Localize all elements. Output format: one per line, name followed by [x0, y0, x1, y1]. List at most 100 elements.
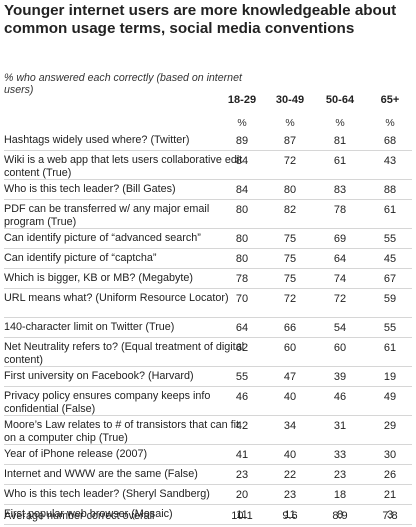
cell-value: 49	[383, 391, 397, 403]
row-label: Year of iPhone release (2007)	[4, 448, 148, 460]
cell-value: 72	[283, 293, 297, 305]
cell-value: 43	[383, 155, 397, 167]
table-row: Moore’s Law relates to # of transistors …	[4, 415, 412, 445]
column-unit-1: %	[237, 117, 247, 129]
cell-value: 22	[283, 469, 297, 481]
average-value: 7.8	[382, 510, 398, 522]
cell-value: 60	[283, 342, 297, 354]
cell-value: 40	[283, 449, 297, 461]
cell-value: 80	[235, 233, 249, 245]
row-label: Hashtags widely used where? (Twitter)	[4, 134, 190, 146]
table-row: Year of iPhone release (2007) 41 40 33 30	[4, 444, 412, 465]
average-value: 10.1	[231, 510, 253, 522]
table-row: Who is this tech leader? (Sheryl Sandber…	[4, 484, 412, 505]
cell-value: 60	[333, 342, 347, 354]
cell-value: 78	[333, 204, 347, 216]
table-row: PDF can be transferred w/ any major emai…	[4, 199, 412, 229]
cell-value: 18	[333, 489, 347, 501]
cell-value: 3	[386, 509, 394, 521]
cell-value: 30	[383, 449, 397, 461]
cell-value: 80	[235, 204, 249, 216]
cell-value: 46	[235, 391, 249, 403]
table-row: Can identify picture of “captcha” 80 75 64 4…	[4, 248, 412, 269]
table-row: Can identify picture of “advanced search…	[4, 228, 412, 249]
cell-value: 39	[333, 371, 347, 383]
cell-value: 55	[383, 233, 397, 245]
table-row: Privacy policy ensures company keeps inf…	[4, 386, 412, 416]
row-label: Who is this tech leader? (Bill Gates)	[4, 183, 176, 195]
row-label: Privacy policy ensures company keeps inf…	[4, 390, 211, 415]
row-label: Can identify picture of “captcha”	[4, 252, 157, 264]
table-row: Wiki is a web app that lets users collab…	[4, 150, 412, 180]
column-header-1: 18-29	[227, 94, 257, 106]
cell-value: 23	[333, 469, 347, 481]
column-unit-4: %	[385, 117, 395, 129]
table-row: First university on Facebook? (Harvard) 5…	[4, 366, 412, 387]
row-label: First popular web browser (Mosaic)	[4, 508, 173, 520]
cell-value: 69	[333, 233, 347, 245]
cell-value: 80	[283, 184, 297, 196]
cell-value: 26	[383, 469, 397, 481]
cell-value: 61	[383, 204, 397, 216]
cell-value: 67	[383, 273, 397, 285]
cell-value: 45	[383, 253, 397, 265]
cell-value: 83	[333, 184, 347, 196]
cell-value: 21	[383, 489, 397, 501]
cell-value: 68	[383, 135, 397, 147]
cell-value: 42	[235, 420, 249, 432]
row-label: Which is bigger, KB or MB? (Megabyte)	[4, 272, 194, 284]
cell-value: 74	[333, 273, 347, 285]
cell-value: 62	[235, 342, 249, 354]
row-label: Who is this tech leader? (Sheryl Sandber…	[4, 488, 210, 500]
cell-value: 8	[336, 509, 344, 521]
cell-value: 75	[283, 273, 297, 285]
column-unit-3: %	[335, 117, 345, 129]
column-header-3: 50-64	[325, 94, 355, 106]
cell-value: 33	[333, 449, 347, 461]
cell-value: 40	[283, 391, 297, 403]
cell-value: 23	[235, 469, 249, 481]
table-row: 140-character limit on Twitter (True) 64 6…	[4, 317, 412, 338]
average-row: Average number correct overall 10.1 9.6 8.9…	[4, 510, 412, 524]
column-header-2: 30-49	[275, 94, 305, 106]
cell-value: 46	[333, 391, 347, 403]
table-row: First popular web browser (Mosaic) 11 11 8 3	[4, 504, 412, 525]
cell-value: 80	[235, 253, 249, 265]
cell-value: 41	[235, 449, 249, 461]
cell-value: 20	[235, 489, 249, 501]
cell-value: 29	[383, 420, 397, 432]
cell-value: 54	[333, 322, 347, 334]
cell-value: 66	[283, 322, 297, 334]
average-value: 8.9	[332, 510, 348, 522]
cell-value: 88	[383, 184, 397, 196]
cell-value: 34	[283, 420, 297, 432]
cell-value: 82	[283, 204, 297, 216]
cell-value: 55	[383, 322, 397, 334]
cell-value: 84	[235, 155, 249, 167]
cell-value: 81	[333, 135, 347, 147]
cell-value: 61	[333, 155, 347, 167]
average-value: 9.6	[282, 510, 298, 522]
cell-value: 55	[235, 371, 249, 383]
cell-value: 47	[283, 371, 297, 383]
cell-value: 59	[383, 293, 397, 305]
table-row: Internet and WWW are the same (False) 23 2…	[4, 464, 412, 485]
cell-value: 31	[333, 420, 347, 432]
table-description: % who answered each correctly (based on …	[4, 72, 242, 96]
table-row: Hashtags widely used where? (Twitter) 89 8…	[4, 130, 412, 151]
column-unit-2: %	[285, 117, 295, 129]
row-label: Net Neutrality refers to? (Equal treatme…	[4, 341, 245, 366]
cell-value: 11	[236, 509, 248, 521]
cell-value: 64	[235, 322, 249, 334]
cell-value: 75	[283, 233, 297, 245]
table-row: URL means what? (Uniform Resource Locato…	[4, 288, 412, 318]
table-row: Who is this tech leader? (Bill Gates) 84 8…	[4, 179, 412, 200]
column-header-4: 65+	[380, 94, 400, 106]
row-label: Can identify picture of “advanced search…	[4, 232, 201, 244]
row-label: 140-character limit on Twitter (True)	[4, 321, 175, 333]
cell-value: 19	[383, 371, 397, 383]
table-row: Which is bigger, KB or MB? (Megabyte) 78 7…	[4, 268, 412, 289]
cell-value: 11	[284, 509, 296, 521]
cell-value: 84	[235, 184, 249, 196]
cell-value: 70	[235, 293, 249, 305]
